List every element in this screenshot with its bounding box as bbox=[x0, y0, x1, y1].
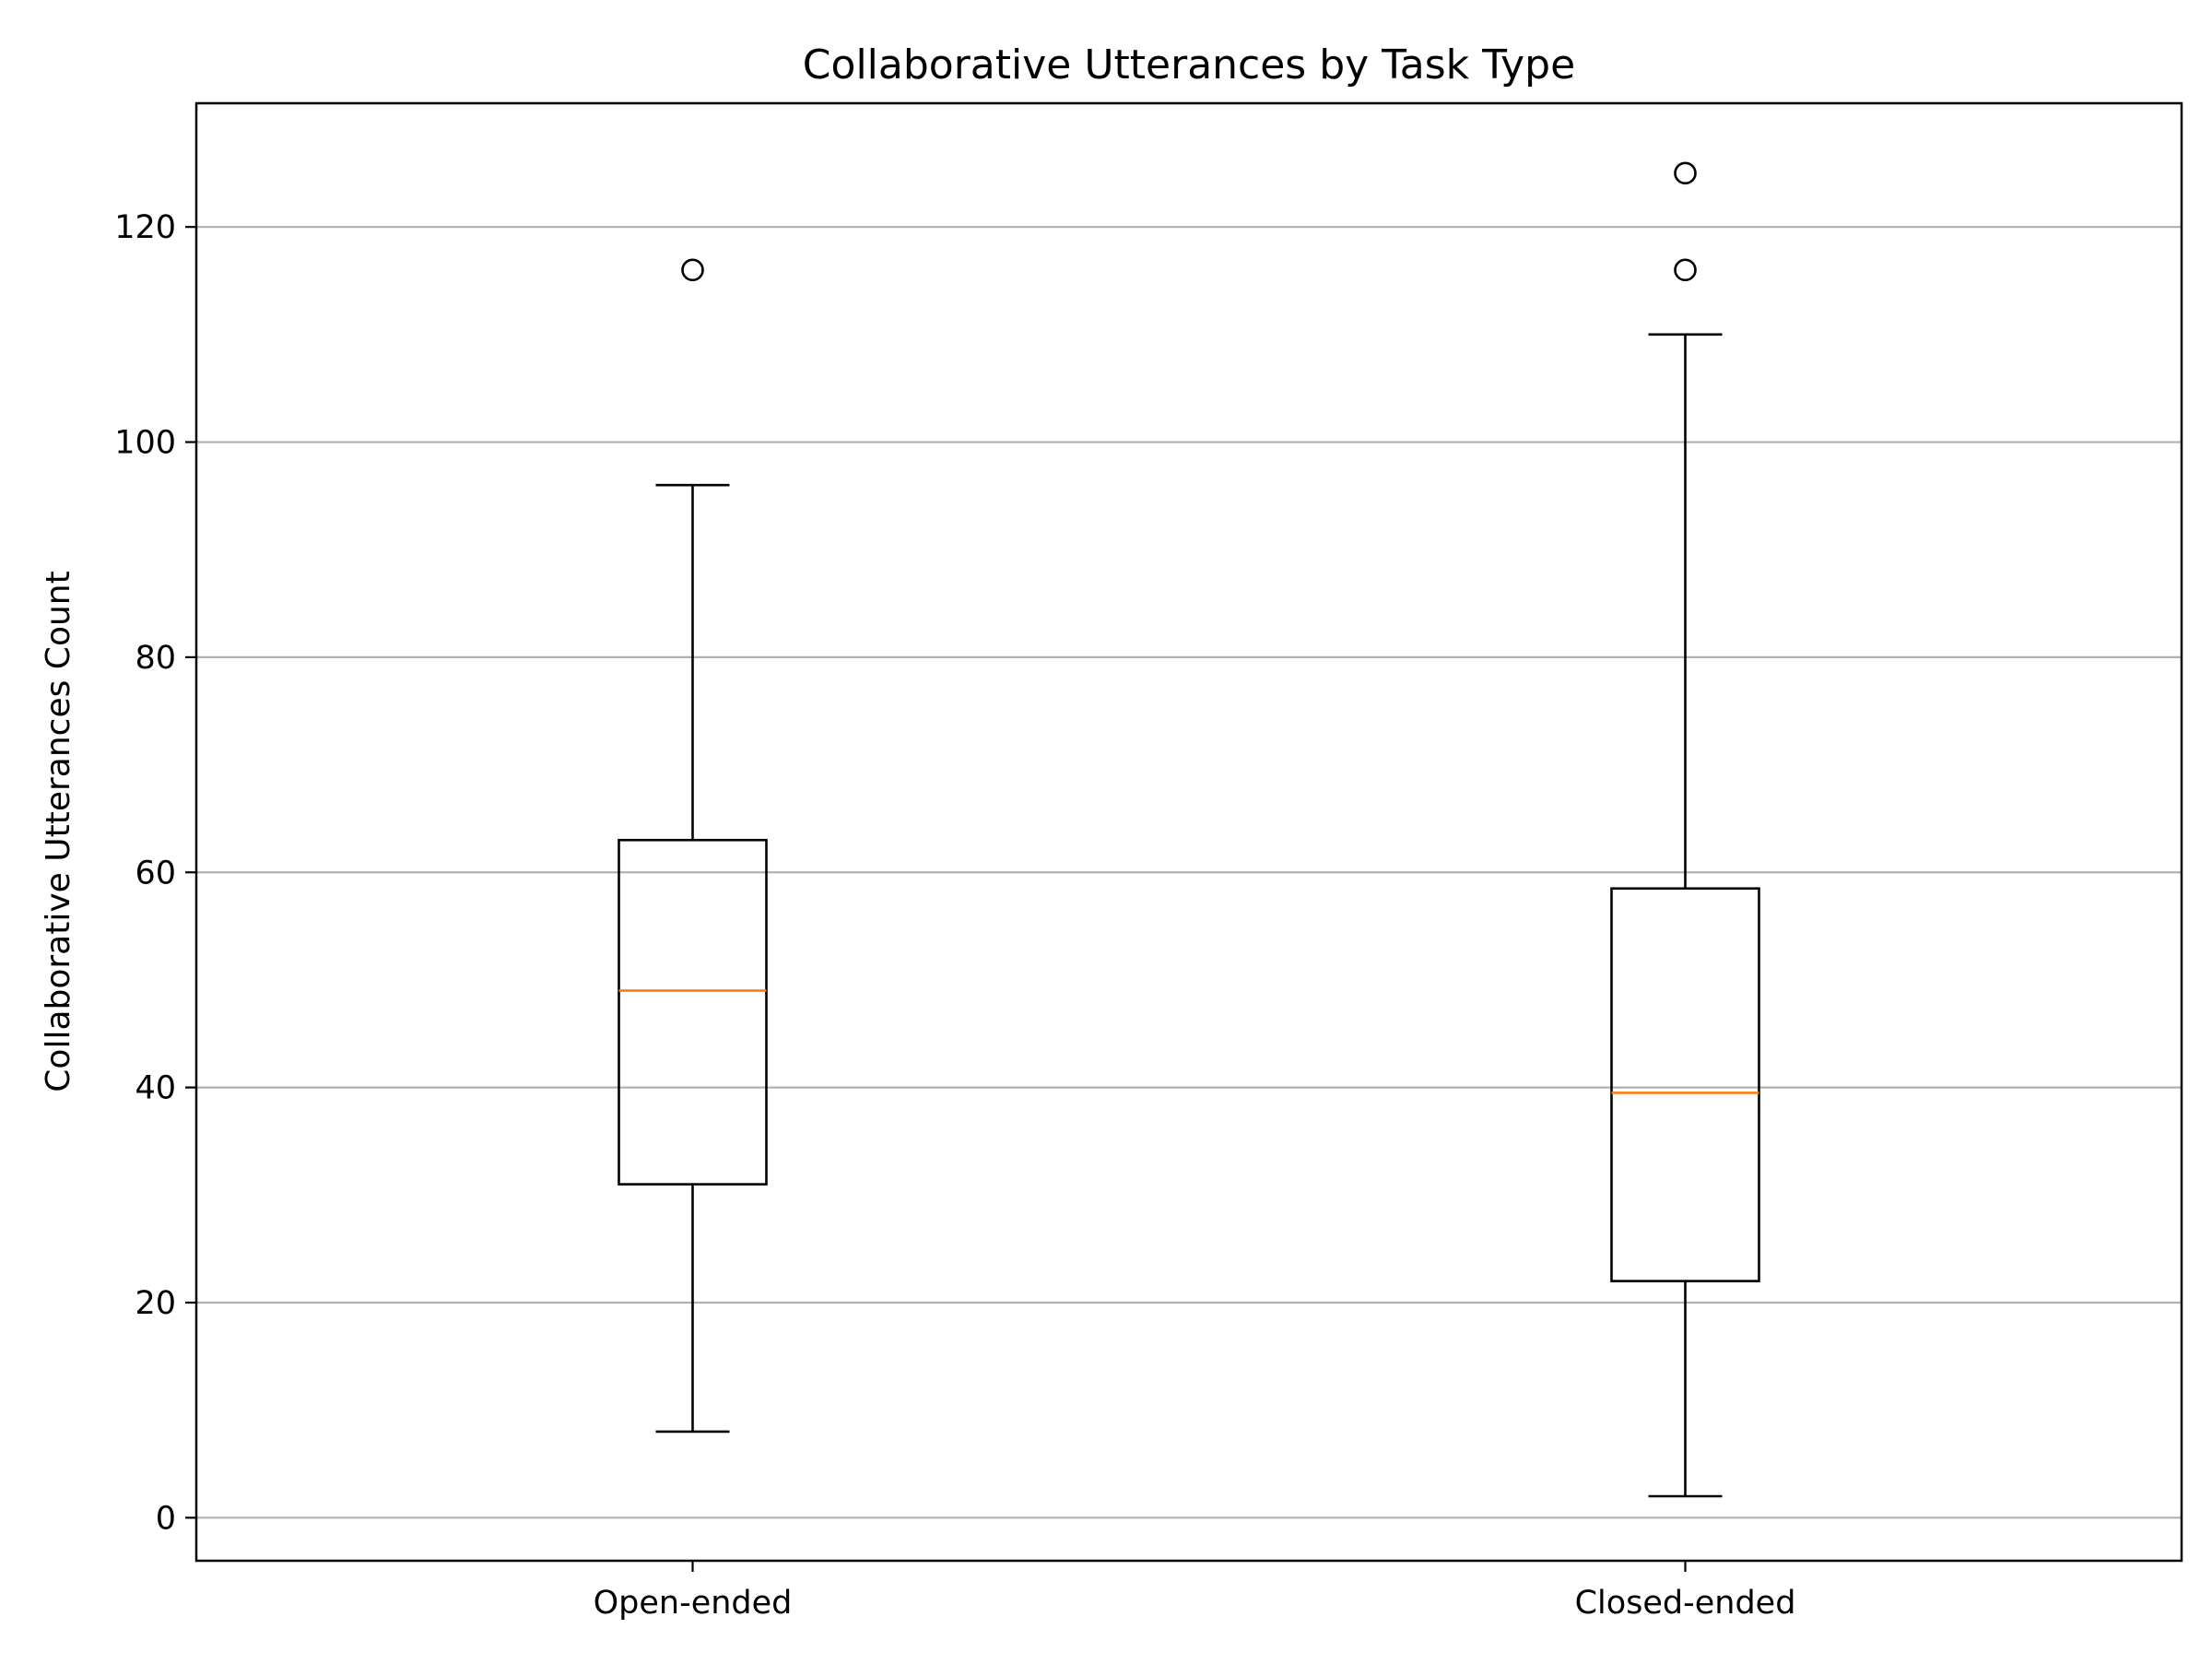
x-tick-label: Closed-ended bbox=[1575, 1585, 1796, 1622]
y-tick-label: 80 bbox=[135, 640, 176, 677]
y-tick-label: 0 bbox=[156, 1500, 176, 1537]
y-tick-label: 60 bbox=[135, 855, 176, 891]
y-axis-label: Collaborative Utterances Count bbox=[40, 571, 77, 1092]
outlier-point bbox=[1674, 258, 1697, 282]
chart-title: Collaborative Utterances by Task Type bbox=[803, 41, 1575, 89]
y-tick-label: 40 bbox=[135, 1070, 176, 1107]
outlier-point bbox=[1674, 161, 1697, 185]
x-tick-label: Open-ended bbox=[594, 1585, 793, 1622]
interquartile-box bbox=[1610, 887, 1760, 1282]
gridlines bbox=[196, 226, 2182, 1519]
interquartile-box bbox=[618, 838, 768, 1186]
box-open-ended bbox=[618, 258, 768, 1434]
plot-area-frame bbox=[194, 101, 2183, 1563]
y-tick-label: 20 bbox=[135, 1285, 176, 1322]
boxes bbox=[618, 161, 1760, 1498]
outlier-point bbox=[681, 258, 704, 282]
box-closed-ended bbox=[1610, 161, 1760, 1498]
y-tick-label: 100 bbox=[114, 425, 176, 462]
y-tick-label: 120 bbox=[114, 209, 176, 246]
axis-ticks: 0 20 40 60 80 100 120 Open-ended Closed-ended bbox=[114, 209, 1795, 1622]
